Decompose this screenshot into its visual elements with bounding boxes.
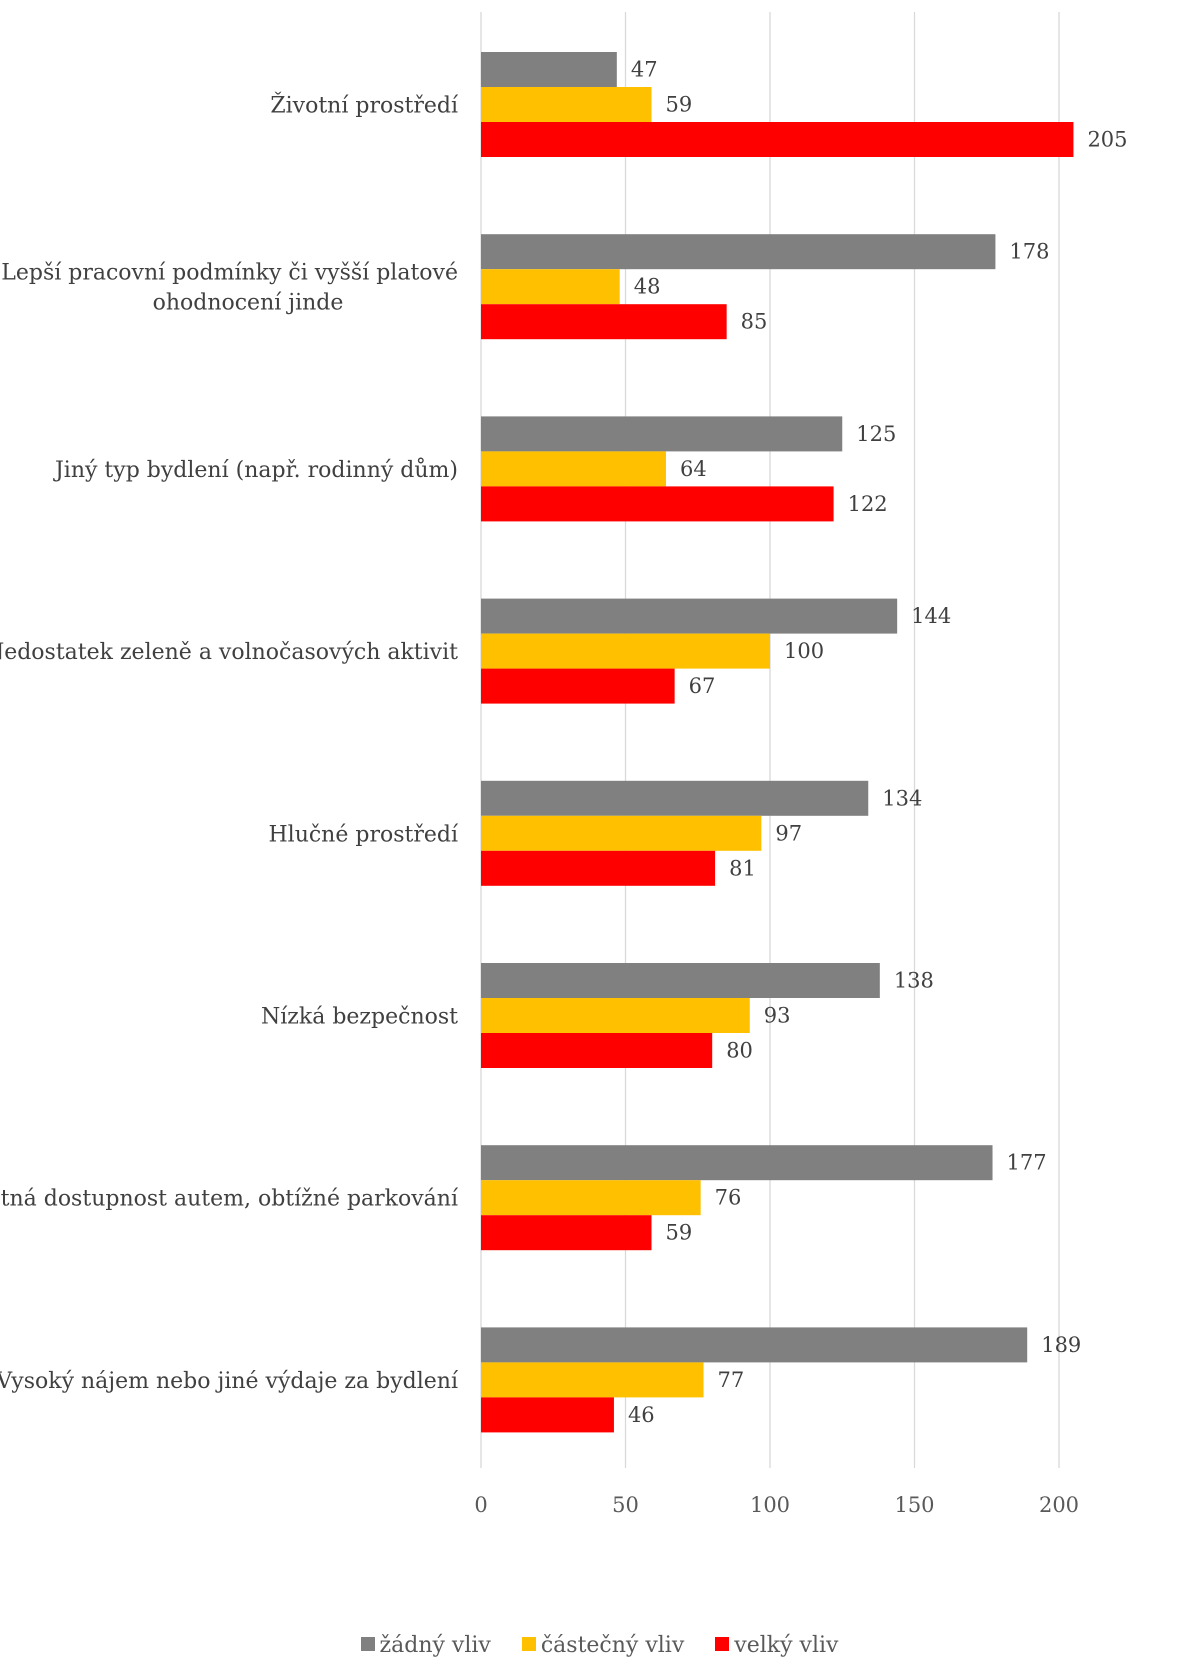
bar [481,1327,1028,1363]
category-label: Lepší pracovní podmínky či vyšší platové [1,261,458,286]
data-label: 77 [718,1368,745,1392]
bar [481,780,869,816]
legend-item-partial: částečný vliv [521,1633,685,1658]
data-label: 93 [764,1004,791,1028]
category-labels: Životní prostředí Lepší pracovní podmínky… [0,92,459,1394]
data-label: 178 [1009,240,1049,264]
bar [481,598,898,634]
data-label: 189 [1041,1333,1081,1357]
bar [481,122,1074,157]
bar [481,633,770,669]
bar [481,1362,704,1398]
data-label: 47 [631,58,658,82]
legend-label-partial: částečný vliv [540,1633,685,1658]
legend-label-large: velký vliv [734,1633,839,1658]
x-tick-label: 0 [474,1493,487,1517]
data-label: 81 [729,856,756,880]
legend-label-none: žádný vliv [379,1633,491,1658]
category-label: Jiný typ bydlení (např. rodinný dům) [53,456,458,483]
bar [481,87,652,122]
data-label: 76 [715,1186,742,1210]
bar [481,52,617,87]
category-label: Nízká bezpečnost [261,1005,458,1030]
x-tick-label: 100 [750,1493,790,1517]
legend-swatch-none [360,1637,375,1651]
data-label: 85 [741,310,768,334]
x-tick-label: 200 [1039,1493,1079,1517]
category-label: Životní prostředí [270,92,459,119]
data-label: 144 [911,604,951,628]
data-label: 46 [628,1403,655,1427]
bar [481,234,996,270]
x-tick-label: 50 [612,1493,639,1517]
category-label: Špatná dostupnost autem, obtížné parková… [0,1185,459,1212]
category-label: ohodnocení jinde [153,291,344,316]
data-label: 48 [634,275,661,299]
data-label: 100 [784,639,824,663]
bar [481,668,675,704]
category-label: Hlučné prostředí [268,822,458,847]
bar [481,1215,652,1251]
legend: žádný vliv částečný vliv velký vliv [0,1633,1199,1658]
bar [481,486,834,522]
data-label: 134 [882,786,922,810]
legend-item-large: velký vliv [715,1633,838,1658]
data-label: 97 [775,821,802,845]
data-label: 177 [1007,1151,1047,1175]
bar [481,451,666,487]
legend-swatch-partial [521,1637,536,1651]
bar [481,1180,701,1216]
bar [481,815,762,851]
data-label: 122 [848,492,888,516]
bar [481,1145,993,1181]
bar [481,850,716,886]
bar [481,963,880,998]
data-label: 125 [856,422,896,446]
x-tick-label: 150 [894,1493,934,1517]
x-axis-tick-labels: 0 50 100 150 200 [474,1493,1079,1517]
data-label: 80 [726,1039,753,1063]
data-label: 67 [689,674,716,698]
data-label: 59 [666,93,693,117]
bar [481,269,620,305]
data-label: 64 [680,457,707,481]
legend-item-none: žádný vliv [360,1633,491,1658]
bar [481,998,750,1033]
data-label: 59 [666,1221,693,1245]
data-label: 138 [894,969,934,993]
bar [481,1397,614,1433]
bar [481,416,843,452]
bars [481,52,1074,1433]
category-label: Nedostatek zeleně a volnočasových aktivi… [0,640,458,665]
value-labels: 47 59 205 178 48 85 125 64 122 144 100 67 134 97 81 138… [628,58,1128,1427]
legend-swatch-large [715,1637,730,1651]
bar [481,304,727,340]
bar [481,1033,713,1068]
data-label: 205 [1087,128,1127,152]
category-label: Vysoký nájem nebo jiné výdaje za bydlení [0,1369,459,1394]
